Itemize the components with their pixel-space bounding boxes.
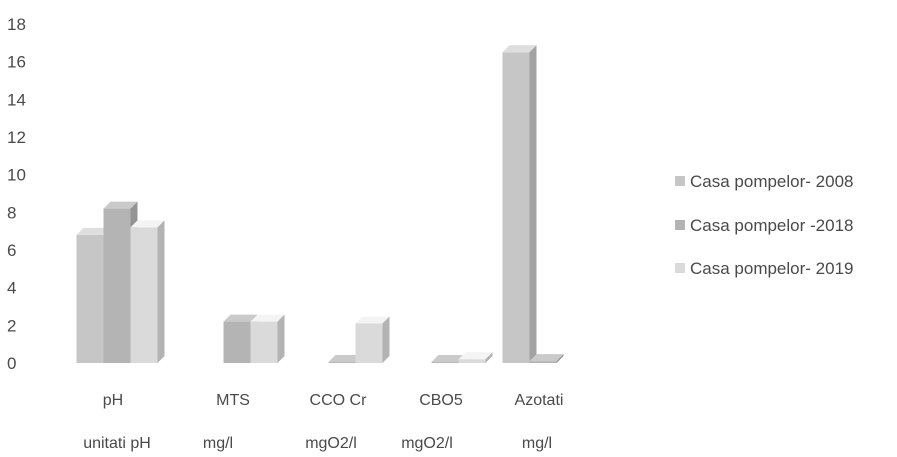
y-axis: 0 2 4 6 8 10 12 14 16 18 [7,15,26,373]
legend-label: Casa pompelor- 2008 [690,172,853,191]
x-category-label: CCO Cr [310,392,368,409]
x-unit-label: mgO2/l [305,435,357,452]
y-tick-label: 18 [7,15,26,34]
y-tick-label: 10 [7,166,26,185]
bar-casa-pompelor-2018-azotati [529,354,564,363]
y-tick-label: 12 [7,128,26,147]
bar-casa-pompelor-2008-azotati [502,45,537,363]
bar-casa-pompelor-2019-mts [250,314,285,363]
legend-swatch [675,263,685,273]
legend-swatch [675,220,685,230]
x-axis: pH MTS CCO Cr CBO5 Azotati unitati pH mg/l mgO2… [83,392,563,452]
bars [76,45,564,364]
x-category-label: pH [103,392,123,409]
legend-label: Casa pompelor- 2019 [690,259,853,278]
y-tick-label: 16 [7,53,26,72]
x-unit-label: mg/l [203,435,233,452]
x-unit-label: mg/l [522,435,552,452]
bar-casa-pompelor-2019-ph [130,220,165,363]
y-tick-label: 14 [7,90,26,109]
y-tick-label: 2 [7,316,16,335]
y-tick-label: 8 [7,203,16,222]
x-unit-label: mgO2/l [401,435,453,452]
x-unit-label: unitati pH [83,435,151,452]
x-category-label: MTS [216,392,250,409]
bar-casa-pompelor-2019-cco-cr [355,316,390,363]
y-tick-label: 0 [7,354,16,373]
legend-swatch [675,176,685,186]
y-tick-label: 4 [7,279,16,298]
legend-label: Casa pompelor -2018 [690,216,853,235]
bar-casa-pompelor-2019-cbo5 [458,352,493,363]
x-category-label: Azotati [515,392,564,409]
y-tick-label: 6 [7,241,16,260]
legend: Casa pompelor- 2008 Casa pompelor -2018 Ca… [675,172,853,278]
x-category-label: CBO5 [419,392,463,409]
